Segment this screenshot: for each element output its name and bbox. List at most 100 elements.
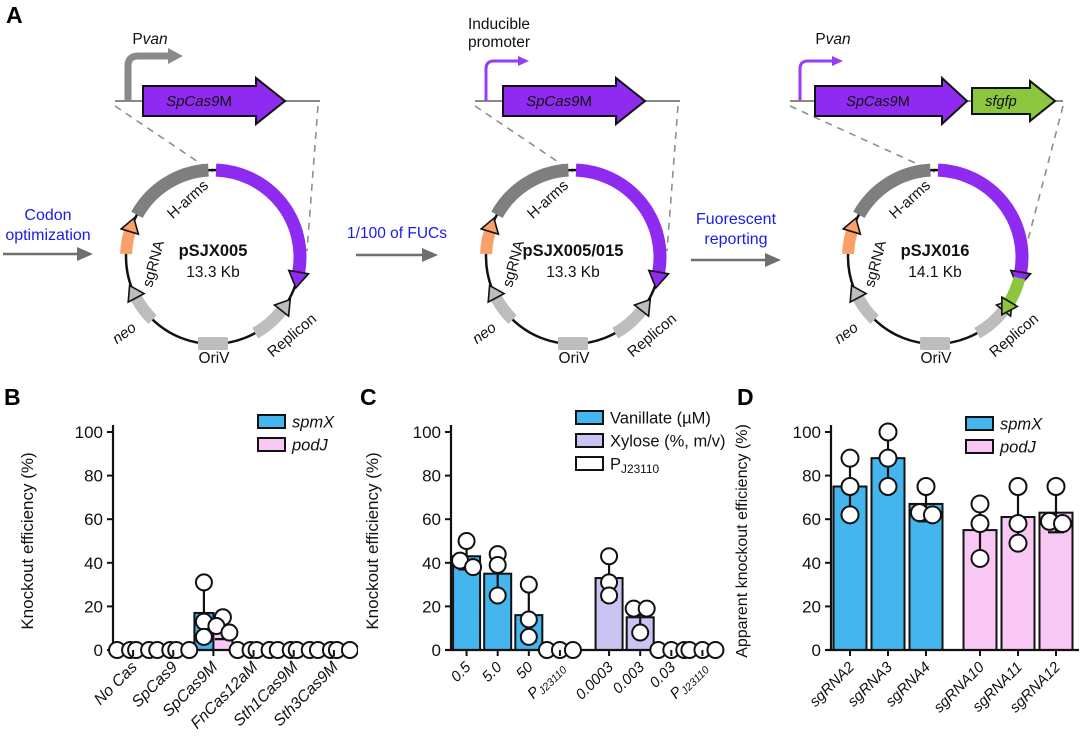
chart-knockout-efficiency-cas-variants: 0 20 40 60 80 100 Knockout efficiency (%) No Ca… xyxy=(8,388,359,749)
replicon-arrow-head xyxy=(272,298,292,318)
y-tick-label: 40 xyxy=(802,554,821,573)
h-arms-arc xyxy=(853,163,931,219)
y-axis-title: Knockout efficiency (%) xyxy=(363,452,382,629)
sgrna-label: sgRNA xyxy=(861,239,890,289)
cas9-insert-arc xyxy=(215,163,307,274)
y-tick-label: 20 xyxy=(802,597,821,616)
plasmid-size: 13.3 Kb xyxy=(186,264,239,281)
data-point xyxy=(970,494,990,514)
oriv-label: OriV xyxy=(559,350,591,367)
cas9-insert-arc xyxy=(575,163,667,274)
promoter-arrowhead xyxy=(832,56,843,66)
plasmid-name: pSJX005 xyxy=(179,242,248,260)
legend-label: podJ xyxy=(291,437,329,455)
data-point xyxy=(878,448,898,468)
plasmid-name: pSJX016 xyxy=(901,242,970,260)
y-tick-label: 0 xyxy=(94,641,103,660)
data-point xyxy=(840,477,860,496)
neo-arrow-head xyxy=(849,284,868,304)
promoter-label: promoter xyxy=(468,34,530,51)
sgrna-arrow xyxy=(842,229,858,255)
plasmid-diagram-psjx005: SpCas9M Pvan sgRNA H-arms pSJX005 13.3 Kb neo O… xyxy=(88,8,358,390)
promoter-arrowhead xyxy=(168,48,183,64)
data-point xyxy=(600,586,619,605)
legend-swatch xyxy=(575,410,604,425)
promoter-label: Inducible xyxy=(468,16,530,33)
neo-arrow xyxy=(130,294,157,324)
data-point xyxy=(340,641,359,659)
chart-knockout-efficiency-inducers: 0 20 40 60 80 100 Knockout efficiency (%) 0.5 5.… xyxy=(356,388,728,749)
data-point xyxy=(916,477,936,496)
y-tick-label: 100 xyxy=(75,423,103,442)
bar xyxy=(908,502,944,651)
gene-label: sfgfp xyxy=(985,94,1016,110)
y-tick-label: 40 xyxy=(422,554,441,573)
data-point xyxy=(194,627,213,646)
x-tick-label: 50 xyxy=(513,658,537,682)
chart-apparent-knockout-efficiency-sgrnas: 0 20 40 60 80 100 Apparent knockout efficiency… xyxy=(728,388,1080,749)
plasmid-diagram-psjx016: SpCas9M sfgfp Pvan sgRNA H-arms pSJX016 14.1 K… xyxy=(775,8,1075,390)
transition-label: Fuorescent reporting xyxy=(695,211,777,248)
data-point xyxy=(194,573,213,592)
right-arrow-icon xyxy=(356,248,438,262)
cas9-insert-arc-head xyxy=(647,269,671,290)
x-tick-label: 0.5 xyxy=(448,658,475,685)
data-point xyxy=(1046,477,1066,496)
x-tick-label: 0.003 xyxy=(609,658,648,697)
replicon-arrow xyxy=(612,306,647,339)
y-tick-label: 20 xyxy=(422,597,441,616)
sgrna-label: sgRNA xyxy=(139,239,168,289)
gene-arrow-spcas9m xyxy=(814,75,969,127)
data-point xyxy=(970,548,990,568)
promoter-arrowhead xyxy=(518,56,529,66)
y-tick-label: 40 xyxy=(84,554,103,573)
data-point xyxy=(878,422,898,442)
panel-label-a: A xyxy=(6,2,23,28)
data-point xyxy=(457,532,476,550)
panel-label-d: D xyxy=(737,384,754,410)
data-point xyxy=(840,448,860,468)
neo-label: neo xyxy=(469,319,499,347)
sgrna-arrow xyxy=(480,229,496,255)
data-point xyxy=(878,477,898,496)
y-tick-label: 60 xyxy=(422,510,441,529)
legend-swatch xyxy=(575,433,604,448)
neo-label: neo xyxy=(831,319,861,347)
plasmid-svg: SpCas9MInduciblepromotersgRNAH-armspSJX0… xyxy=(468,16,680,367)
dashed-line-left xyxy=(474,105,574,173)
h-arms-arc xyxy=(131,163,209,219)
sfgfp-arrow xyxy=(1004,276,1026,305)
promoter-bent-arrow xyxy=(484,59,518,101)
oriv-label: OriV xyxy=(921,350,953,367)
y-tick-label: 60 xyxy=(84,510,103,529)
legend-swatch xyxy=(257,414,286,429)
legend-label: podJ xyxy=(999,439,1037,457)
plasmid-size: 14.1 Kb xyxy=(908,264,961,281)
data-point xyxy=(488,586,507,605)
chart-svg-C: 0 20 40 60 80 100 Knockout efficiency (%) 0.5 5.… xyxy=(363,410,726,704)
legend-label: spmX xyxy=(292,414,335,432)
data-point xyxy=(631,623,650,642)
right-arrow-icon xyxy=(3,247,93,261)
data-point xyxy=(519,610,538,629)
gene-arrow-spcas9m xyxy=(142,75,287,127)
chart-svg-D: 0 20 40 60 80 100 Apparent knockout efficiency… xyxy=(734,416,1079,716)
y-tick-label: 0 xyxy=(812,641,821,660)
data-point xyxy=(519,575,538,594)
gene-arrow-sfgfp xyxy=(971,78,1057,124)
dashed-line-right xyxy=(666,105,679,252)
plasmid-size: 13.3 Kb xyxy=(546,264,599,281)
data-point xyxy=(1008,533,1028,553)
neo-arrow xyxy=(852,294,879,324)
legend-swatch xyxy=(965,416,994,431)
plasmid-diagram-psjx005-015: SpCas9M Inducible promoter sgRNA H-arms pSJX0… xyxy=(448,8,718,390)
h-arms-arc xyxy=(491,163,569,219)
oriv-block xyxy=(198,337,228,350)
panel-label-c: C xyxy=(360,384,377,410)
data-point xyxy=(970,514,990,534)
data-point xyxy=(1053,514,1072,534)
y-tick-label: 0 xyxy=(432,641,441,660)
data-point xyxy=(637,599,656,618)
sgrna-arrow-head xyxy=(479,216,500,236)
